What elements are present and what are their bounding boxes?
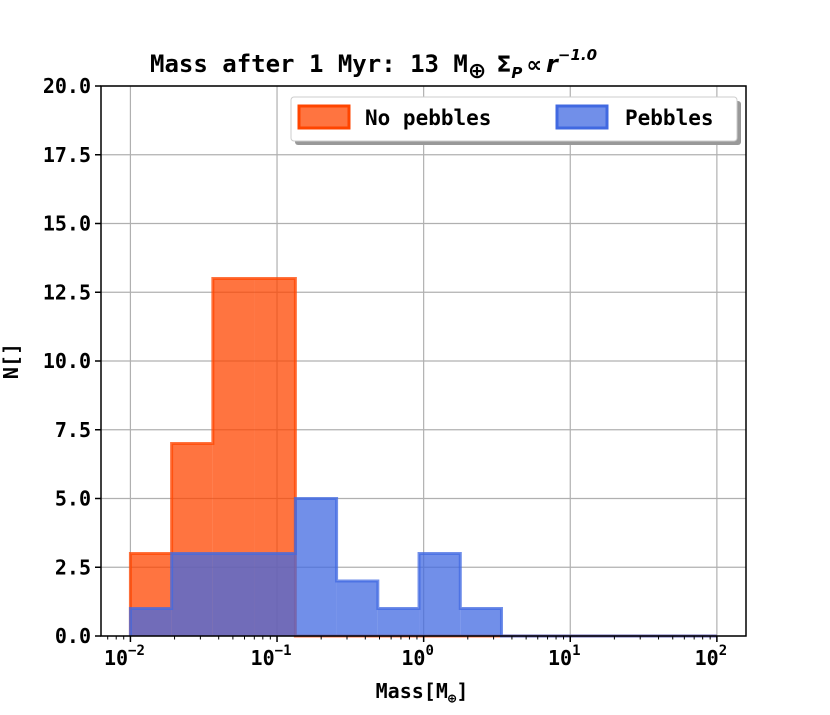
bar-1-1 xyxy=(171,553,213,636)
bar-1-7 xyxy=(419,553,461,636)
bars-layer xyxy=(128,277,717,638)
legend: No pebbles Pebbles xyxy=(290,96,741,145)
x-tick-label-3: 101 xyxy=(548,643,581,670)
bar-1-6 xyxy=(377,608,420,636)
title-propto: ∝ xyxy=(526,53,542,78)
y-axis-label: N[] xyxy=(0,343,23,379)
legend-swatch-no-pebbles xyxy=(297,104,351,130)
title-exponent: −1.0 xyxy=(558,46,597,64)
x-tick-label-4: 102 xyxy=(695,643,728,670)
legend-label-pebbles: Pebbles xyxy=(625,106,714,130)
bar-1-8 xyxy=(460,608,502,636)
y-tick-label-2: 5.0 xyxy=(55,487,91,511)
chart-title: Mass after 1 Myr: 13 M⊕ ΣP ∝ r−1.0 xyxy=(150,46,597,84)
x-axis-label: Mass[M⊕] xyxy=(376,679,469,707)
x-axis-label-sub: ⊕ xyxy=(448,691,457,707)
y-tick-label-5: 12.5 xyxy=(43,280,91,304)
y-tick-label-8: 20.0 xyxy=(43,74,91,98)
legend-swatch-pebbles xyxy=(555,104,609,130)
x-axis-label-close: ] xyxy=(456,679,468,703)
y-tick-label-0: 0.0 xyxy=(55,624,91,648)
bar-1-0 xyxy=(130,608,172,636)
title-sigma-sub: P xyxy=(511,64,522,82)
bar-1-4 xyxy=(295,498,337,636)
legend-box xyxy=(290,96,738,142)
y-axis-ticks: 0.0 2.5 5.0 7.5 10.0 12.5 15.0 17.5 20.0 xyxy=(43,74,101,648)
x-axis-label-text: Mass[M xyxy=(376,679,448,703)
legend-label-no-pebbles: No pebbles xyxy=(365,106,491,130)
title-sigma: Σ xyxy=(496,53,511,78)
grid-lines xyxy=(101,85,746,637)
bar-1-3 xyxy=(254,553,296,636)
y-tick-label-1: 2.5 xyxy=(55,555,91,579)
series-1 xyxy=(128,497,717,638)
title-prefix: Mass after 1 Myr: 13 M xyxy=(150,50,468,78)
y-tick-label-7: 17.5 xyxy=(43,143,91,167)
x-tick-label-2: 100 xyxy=(401,643,434,670)
bar-1-2 xyxy=(212,553,255,636)
y-tick-label-6: 15.0 xyxy=(43,212,91,236)
x-tick-label-1: 10−1 xyxy=(251,643,292,670)
title-r: r xyxy=(546,50,560,78)
y-tick-label-3: 7.5 xyxy=(55,418,91,442)
y-tick-label-4: 10.0 xyxy=(43,349,91,373)
title-prefix-sub: ⊕ xyxy=(468,59,486,84)
x-axis-ticks: 10−2 10−1 100 101 102 xyxy=(104,636,727,670)
bar-1-5 xyxy=(336,581,378,636)
x-tick-label-0: 10−2 xyxy=(104,643,145,670)
